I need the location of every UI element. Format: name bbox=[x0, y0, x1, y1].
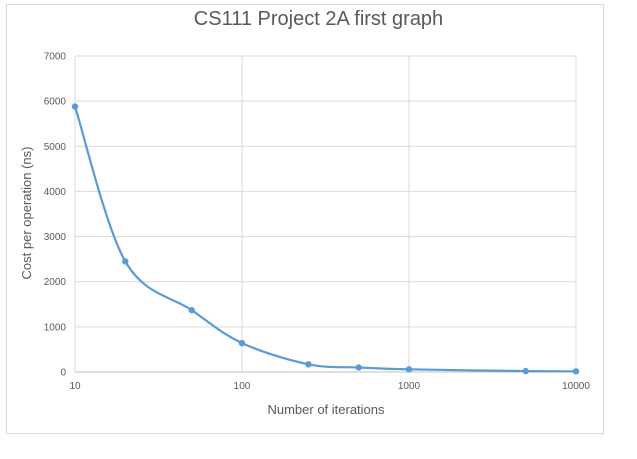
data-point bbox=[572, 368, 580, 375]
data-point bbox=[71, 103, 79, 110]
chart-title: CS111 Project 2A first graph bbox=[193, 8, 444, 30]
y-tick-label: 0 bbox=[60, 368, 66, 379]
x-axis-ticks: 10 100 1000 10000 bbox=[69, 381, 590, 392]
y-tick-label: 3000 bbox=[44, 232, 67, 243]
data-points bbox=[71, 103, 580, 375]
data-point bbox=[305, 361, 312, 368]
data-point bbox=[122, 258, 129, 265]
x-tick-label: 100 bbox=[234, 381, 251, 392]
x-axis-title: Number of iterations bbox=[267, 402, 385, 417]
y-tick-label: 4000 bbox=[44, 187, 67, 198]
data-point bbox=[522, 367, 529, 375]
gridlines bbox=[74, 55, 577, 373]
y-tick-label: 5000 bbox=[44, 142, 67, 153]
data-point bbox=[238, 339, 246, 347]
y-tick-label: 1000 bbox=[44, 322, 67, 333]
x-tick-label: 10000 bbox=[562, 381, 590, 392]
x-tick-label: 1000 bbox=[398, 381, 421, 392]
y-axis-title: Cost per operation (ns) bbox=[19, 147, 34, 280]
data-point bbox=[355, 364, 362, 371]
data-point bbox=[188, 306, 195, 314]
data-point bbox=[405, 366, 413, 373]
y-tick-label: 2000 bbox=[44, 277, 67, 288]
y-axis-ticks: 0 1000 2000 3000 4000 5000 6000 7000 bbox=[44, 52, 67, 379]
y-tick-label: 7000 bbox=[44, 52, 67, 63]
chart-area bbox=[6, 4, 604, 434]
x-tick-label: 10 bbox=[69, 381, 81, 392]
y-tick-label: 6000 bbox=[44, 97, 67, 108]
